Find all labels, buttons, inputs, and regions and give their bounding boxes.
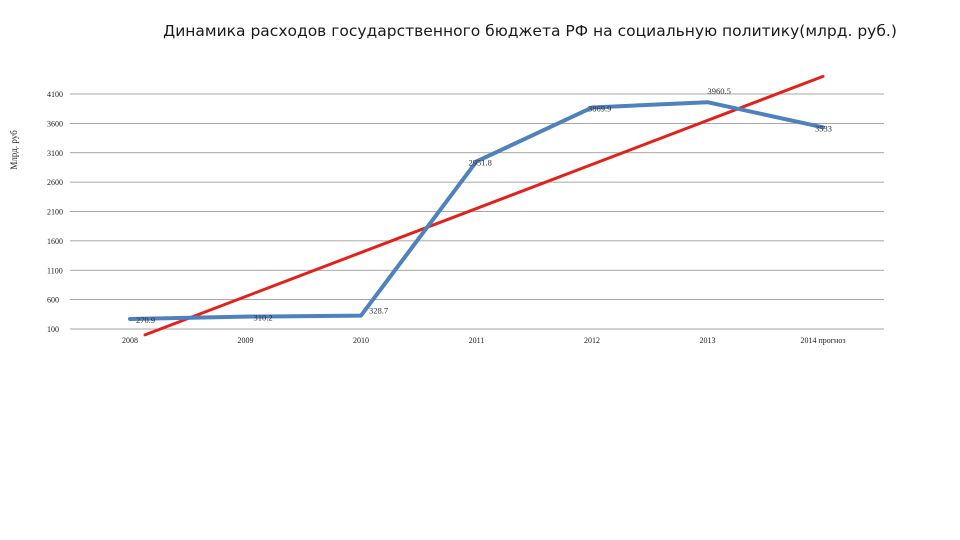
data-point xyxy=(821,125,825,129)
y-tick-label: 1600 xyxy=(47,237,63,246)
y-tick-label: 2600 xyxy=(47,178,63,187)
data-label: 2951.8 xyxy=(469,157,492,167)
data-labels: 270.9 310.2 328.7 2951.8 3869.9 3960.5 3533 xyxy=(136,86,832,325)
data-point xyxy=(590,106,594,110)
data-point xyxy=(706,100,709,104)
data-label: 310.2 xyxy=(254,313,273,323)
chart-title: Динамика расходов государственного бюдже… xyxy=(163,22,897,40)
data-point xyxy=(128,317,132,321)
data-label: 3869.9 xyxy=(588,104,611,114)
x-tick-label: 2012 xyxy=(584,336,600,345)
y-axis-label: Млрд. руб xyxy=(9,130,19,170)
x-tick-label: 2009 xyxy=(238,336,254,345)
y-tick-label: 4100 xyxy=(47,90,63,99)
x-tick-label: 2013 xyxy=(700,336,716,345)
y-axis-ticks: 100 600 1100 1600 2100 2600 3100 3600 4100 xyxy=(47,90,63,334)
data-point xyxy=(359,314,363,318)
y-tick-label: 100 xyxy=(47,325,59,334)
x-tick-label: 2008 xyxy=(122,336,138,345)
data-point xyxy=(244,315,247,319)
data-point xyxy=(475,159,478,163)
x-tick-label: 2014 прогноз xyxy=(800,336,845,345)
y-tick-label: 1100 xyxy=(47,266,63,275)
data-label: 3533 xyxy=(815,123,832,133)
series-layer xyxy=(128,100,825,321)
gridlines xyxy=(70,93,884,330)
y-tick-label: 3600 xyxy=(47,119,63,128)
y-tick-label: 2100 xyxy=(47,208,63,217)
data-label: 3960.5 xyxy=(708,86,731,96)
x-axis-ticks: 2008 2009 2010 2011 2012 2013 2014 прогноз xyxy=(122,336,846,345)
trendline xyxy=(143,74,825,337)
x-tick-label: 2010 xyxy=(353,336,369,345)
series-line xyxy=(128,100,825,321)
trendline-layer xyxy=(143,74,825,337)
data-label: 270.9 xyxy=(136,315,155,325)
y-tick-label: 600 xyxy=(47,296,59,305)
data-label: 328.7 xyxy=(369,306,388,316)
x-tick-label: 2011 xyxy=(469,336,485,345)
y-tick-label: 3100 xyxy=(47,149,63,158)
